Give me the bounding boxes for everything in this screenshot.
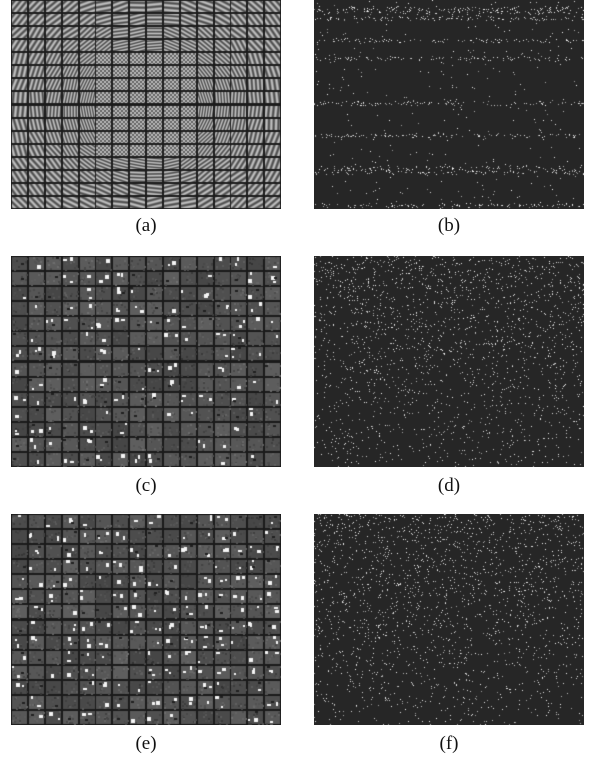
caption-a: (a) — [135, 215, 157, 236]
panel-b-canvas — [314, 0, 584, 209]
panel-a-dictionary-image — [11, 0, 281, 209]
caption-c: (c) — [135, 475, 157, 496]
panel-a-canvas — [11, 0, 281, 209]
panel-e-canvas — [11, 514, 281, 725]
caption-e: (e) — [135, 733, 157, 754]
caption-b: (b) — [437, 215, 461, 236]
panel-f-coefficients-image — [314, 514, 584, 725]
panel-c-canvas — [11, 256, 281, 467]
panel-b-coefficients-image — [314, 0, 584, 209]
panel-e-dictionary-image — [11, 514, 281, 725]
panel-c-dictionary-image — [11, 256, 281, 467]
panel-f-canvas — [314, 514, 584, 725]
panel-d-coefficients-image — [314, 256, 584, 467]
caption-d: (d) — [437, 475, 461, 496]
panel-d-canvas — [314, 256, 584, 467]
caption-f: (f) — [439, 733, 459, 754]
